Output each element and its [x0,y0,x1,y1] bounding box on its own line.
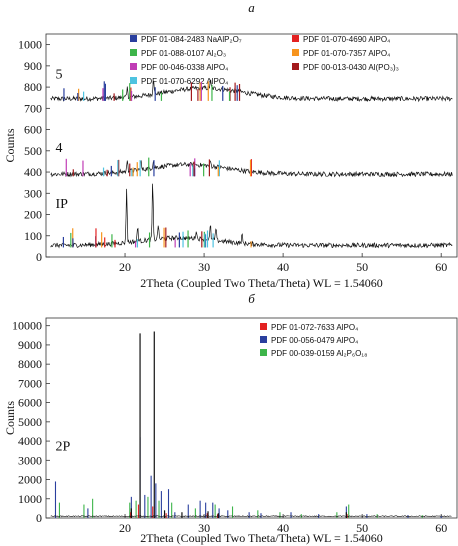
x-tick-label: 20 [119,521,131,535]
y-tick-label: 1000 [18,492,42,506]
x-axis-title: 2Theta (Coupled Two Theta/Theta) WL = 1.… [140,531,382,545]
y-tick-label: 600 [24,123,42,137]
legend-label: PDF 01-070-4690 AlPO₄ [303,35,390,44]
x-tick-label: 60 [435,521,447,535]
legend-swatch [292,35,299,42]
y-tick-label: 2000 [18,473,42,487]
legend-label: PDF 01-070-7357 AlPO₄ [303,49,390,58]
legend-label: PDF 00-013-0430 Al(PO₃)₃ [303,63,399,72]
panel-label: а [248,0,255,15]
plot-frame [45,317,458,519]
legend-swatch [130,35,137,42]
x-tick-label: 30 [198,260,210,274]
y-tick-label: 300 [24,186,42,200]
x-tick-label: 30 [198,521,210,535]
plot-frame [45,33,458,258]
y-tick-label: 9000 [18,338,42,352]
x-tick-label: 20 [119,260,131,274]
curve-label: 4 [55,141,62,156]
y-tick-label: 7000 [18,376,42,390]
y-tick-label: 400 [24,165,42,179]
x-axis-title: 2Theta (Coupled Two Theta/Theta) WL = 1.… [140,276,382,290]
y-tick-label: 200 [24,208,42,222]
y-tick-label: 1000 [18,38,42,52]
curve-label: 5 [55,68,62,83]
legend-swatch [292,63,299,70]
y-axis-title: Counts [3,401,17,435]
y-tick-label: 3000 [18,453,42,467]
curve-label: 2P [55,440,70,455]
legend-swatch [260,323,267,330]
x-tick-label: 50 [356,521,368,535]
diffraction-curve [50,183,453,249]
y-tick-label: 5000 [18,415,42,429]
legend-swatch [130,63,137,70]
y-tick-label: 500 [24,144,42,158]
y-tick-label: 0 [36,250,42,264]
x-tick-label: 50 [356,260,368,274]
y-tick-label: 6000 [18,396,42,410]
diffraction-baseline [50,515,452,518]
legend-label: PDF 01-072-7633 AlPO₄ [271,323,358,332]
legend-swatch [260,336,267,343]
x-tick-label: 60 [435,260,447,274]
legend-label: PDF 01-088-0107 Al₂O₃ [141,49,226,58]
legend-swatch [292,49,299,56]
legend-label: PDF 00-039-0159 Al₂P₆O₁₈ [271,349,367,358]
diffraction-curve [50,79,453,103]
y-tick-label: 0 [36,511,42,525]
legend-label: PDF 00-056-0479 AlPO₄ [271,336,358,345]
legend-label: PDF 00-046-0338 AlPO₄ [141,63,228,72]
y-tick-label: 700 [24,101,42,115]
y-tick-label: 800 [24,80,42,94]
y-axis-title: Counts [3,128,17,162]
y-tick-label: 4000 [18,434,42,448]
y-tick-label: 10000 [12,319,42,333]
x-tick-label: 40 [277,260,289,274]
legend-label: PDF 01-070-6292 AlPO₄ [141,77,228,86]
y-tick-label: 100 [24,229,42,243]
legend-label: PDF 01-084-2483 NaAlP₂O₇ [141,35,242,44]
x-tick-label: 40 [277,521,289,535]
legend-swatch [130,77,137,84]
y-tick-label: 8000 [18,357,42,371]
legend-swatch [130,49,137,56]
y-tick-label: 900 [24,59,42,73]
curve-label: IP [55,197,68,212]
legend-swatch [260,349,267,356]
panel-label: б [248,291,255,306]
